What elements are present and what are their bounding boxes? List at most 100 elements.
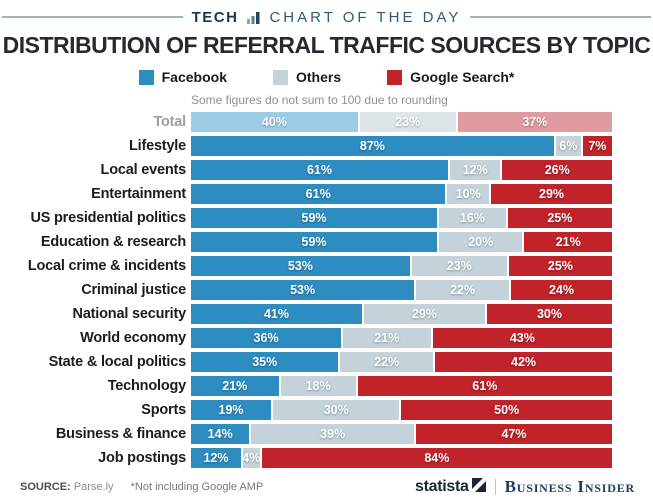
segment-others: 23% bbox=[409, 256, 507, 276]
legend-label: Google Search* bbox=[410, 69, 515, 85]
segment-others: 6% bbox=[553, 136, 581, 156]
segment-facebook: 14% bbox=[191, 424, 250, 444]
kicker-chart-of-the-day-label: CHART OF THE DAY bbox=[269, 8, 462, 26]
segment-google-search: 24% bbox=[508, 280, 613, 300]
kicker-tech-label: TECH bbox=[191, 8, 239, 26]
segment-others: 18% bbox=[278, 376, 356, 396]
segment-value: 39% bbox=[320, 427, 346, 441]
legend: Facebook Others Google Search* bbox=[0, 68, 653, 86]
page-title: DISTRIBUTION OF REFERRAL TRAFFIC SOURCES… bbox=[2, 32, 651, 58]
segment-value: 47% bbox=[501, 427, 527, 441]
segment-value: 20% bbox=[468, 235, 494, 249]
segment-facebook: 61% bbox=[191, 184, 446, 204]
source-value: Parse.ly bbox=[73, 481, 114, 493]
segment-google-search: 25% bbox=[506, 256, 612, 276]
stacked-bar: 14% 39% 47% bbox=[191, 424, 612, 444]
stacked-bar: 36% 21% 43% bbox=[191, 328, 612, 348]
category-label: Business & finance bbox=[55, 426, 186, 442]
segment-value: 23% bbox=[395, 115, 421, 129]
segment-value: 21% bbox=[222, 379, 248, 393]
legend-swatch bbox=[272, 69, 288, 85]
segment-value: 35% bbox=[252, 355, 278, 369]
chart-row: Education & research 59% 20% 21% bbox=[0, 232, 612, 252]
segment-value: 59% bbox=[301, 211, 327, 225]
segment-value: 59% bbox=[301, 235, 327, 249]
segment-facebook: 53% bbox=[191, 280, 415, 300]
kicker-rule-right bbox=[470, 16, 652, 18]
segment-others: 39% bbox=[249, 424, 414, 444]
segment-value: 22% bbox=[374, 355, 400, 369]
segment-google-search: 43% bbox=[430, 328, 612, 348]
category-label: Job postings bbox=[98, 450, 186, 466]
segment-value: 43% bbox=[509, 331, 535, 345]
chart-row: Job postings 12% 4% 84% bbox=[0, 448, 613, 468]
segment-others: 4% bbox=[241, 448, 260, 468]
category-label: Lifestyle bbox=[128, 138, 186, 154]
segment-facebook: 59% bbox=[191, 208, 438, 228]
category-label: Local events bbox=[100, 162, 187, 178]
stacked-bar: 53% 22% 24% bbox=[191, 280, 613, 300]
segment-facebook: 61% bbox=[191, 160, 448, 180]
rounding-note: Some figures do not sum to 100 due to ro… bbox=[191, 93, 448, 107]
segment-google-search: 61% bbox=[355, 376, 612, 396]
segment-value: 61% bbox=[306, 163, 332, 177]
segment-google-search: 29% bbox=[489, 184, 613, 204]
statista-logo: statista bbox=[415, 477, 486, 497]
chart-row: Entertainment 61% 10% 29% bbox=[0, 184, 613, 204]
segment-value: 61% bbox=[305, 187, 331, 201]
legend-item-others: Others bbox=[272, 69, 341, 85]
chart-row: National security 41% 29% 30% bbox=[0, 304, 612, 324]
amp-footnote: *Not including Google AMP bbox=[130, 481, 264, 493]
category-label: Entertainment bbox=[91, 186, 186, 202]
chart-row: Lifestyle 87% 6% 7% bbox=[0, 136, 612, 156]
stacked-bar: 61% 12% 26% bbox=[191, 160, 612, 180]
segment-value: 19% bbox=[218, 403, 244, 417]
stacked-bar: 59% 20% 21% bbox=[191, 232, 612, 252]
brand-divider bbox=[494, 479, 496, 495]
chart-row: Local events 61% 12% 26% bbox=[0, 160, 612, 180]
stacked-bar: 87% 6% 7% bbox=[191, 136, 612, 156]
segment-value: 84% bbox=[424, 451, 450, 465]
chart-row: Business & finance 14% 39% 47% bbox=[0, 424, 612, 444]
segment-google-search: 37% bbox=[455, 112, 612, 132]
segment-others: 22% bbox=[338, 352, 434, 372]
segment-value: 25% bbox=[547, 259, 573, 273]
segment-google-search: 21% bbox=[522, 232, 612, 252]
legend-swatch bbox=[387, 69, 403, 85]
chart-row: Local crime & incidents 53% 23% 25% bbox=[0, 256, 612, 276]
segment-value: 42% bbox=[511, 355, 537, 369]
segment-facebook: 19% bbox=[191, 400, 272, 420]
segment-facebook: 40% bbox=[191, 112, 358, 132]
category-label: National security bbox=[72, 306, 187, 322]
source-line: SOURCE: Parse.ly *Not including Google A… bbox=[20, 481, 263, 493]
segment-facebook: 59% bbox=[191, 232, 438, 252]
category-label: US presidential politics bbox=[30, 210, 186, 226]
segment-google-search: 84% bbox=[259, 448, 613, 468]
legend-label: Facebook bbox=[161, 69, 227, 85]
category-label: Local crime & incidents bbox=[27, 258, 186, 274]
segment-others: 29% bbox=[361, 304, 485, 324]
segment-value: 41% bbox=[263, 307, 289, 321]
segment-others: 30% bbox=[271, 400, 400, 420]
category-label: Technology bbox=[107, 378, 186, 394]
stacked-bar: 61% 10% 29% bbox=[191, 184, 613, 204]
segment-value: 26% bbox=[544, 163, 570, 177]
chart-row: US presidential politics 59% 16% 25% bbox=[0, 208, 612, 228]
segment-value: 53% bbox=[287, 259, 313, 273]
legend-swatch bbox=[138, 69, 154, 85]
segment-others: 23% bbox=[357, 112, 456, 132]
segment-value: 87% bbox=[359, 139, 385, 153]
segment-facebook: 12% bbox=[191, 448, 242, 468]
stacked-bar: 35% 22% 42% bbox=[191, 352, 612, 372]
segment-value: 37% bbox=[522, 115, 548, 129]
chart-row: Total 40% 23% 37% bbox=[0, 112, 612, 132]
segment-value: 50% bbox=[494, 403, 520, 417]
segment-value: 24% bbox=[548, 283, 574, 297]
footer: SOURCE: Parse.ly *Not including Google A… bbox=[0, 476, 653, 498]
stacked-bar: 59% 16% 25% bbox=[191, 208, 612, 228]
segment-google-search: 47% bbox=[414, 424, 612, 444]
segment-value: 22% bbox=[450, 283, 476, 297]
category-label: Total bbox=[153, 114, 186, 130]
segment-value: 61% bbox=[472, 379, 498, 393]
kicker-rule-left bbox=[2, 16, 183, 18]
